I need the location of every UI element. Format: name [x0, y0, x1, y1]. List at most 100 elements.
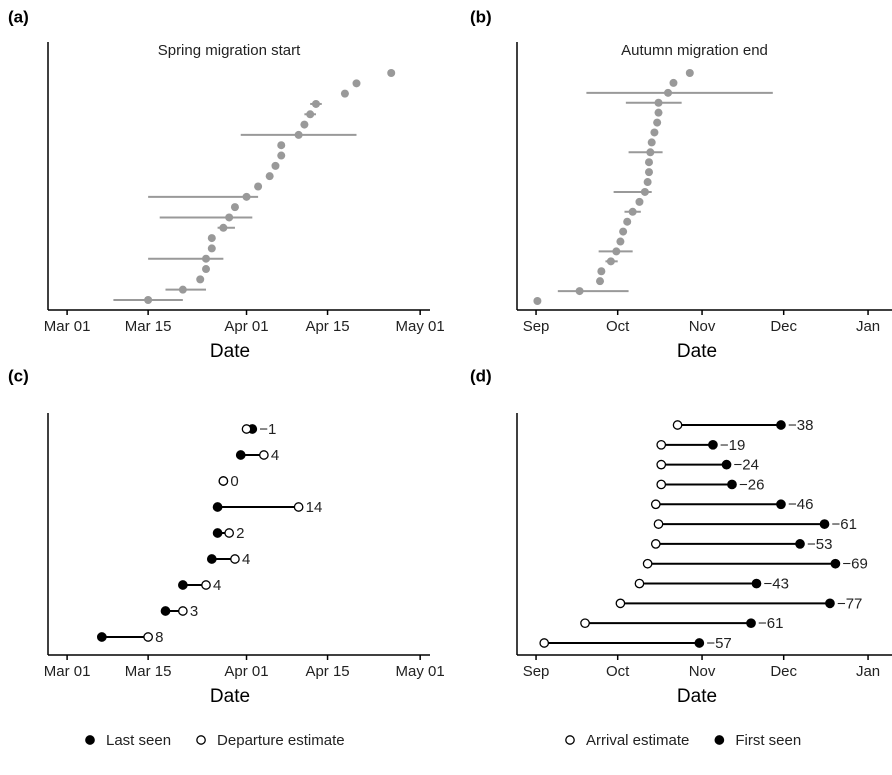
point — [650, 539, 661, 549]
point — [206, 554, 217, 564]
point — [352, 79, 361, 88]
point — [178, 580, 188, 590]
point — [653, 519, 664, 529]
value-label: −46 — [788, 496, 813, 513]
point — [230, 203, 239, 212]
x-tick-label: Apr 15 — [305, 663, 349, 680]
point — [306, 110, 315, 119]
x-tick-label: Dec — [770, 663, 797, 680]
point — [212, 502, 223, 512]
point — [647, 138, 656, 147]
x-tick-label: Dec — [770, 318, 797, 335]
point — [265, 172, 274, 181]
point — [196, 275, 205, 284]
point — [539, 638, 550, 648]
point — [219, 223, 228, 232]
point — [795, 539, 805, 549]
value-label: −57 — [706, 635, 731, 652]
point — [656, 479, 667, 490]
x-axis-label: Date — [210, 686, 250, 707]
point — [277, 141, 286, 150]
point — [612, 247, 621, 256]
point — [597, 267, 606, 276]
panel-label: (b) — [470, 7, 492, 26]
point — [830, 558, 841, 569]
value-label: 2 — [236, 525, 244, 542]
point — [653, 118, 662, 127]
x-tick-label: Nov — [689, 318, 716, 335]
point — [202, 265, 211, 274]
point — [300, 120, 309, 129]
point — [259, 450, 269, 460]
legend-label: First seen — [735, 732, 801, 749]
point — [650, 499, 661, 510]
point — [615, 598, 626, 609]
point — [654, 108, 663, 117]
point — [178, 285, 187, 294]
point — [207, 234, 216, 243]
point — [819, 519, 830, 529]
point — [311, 99, 320, 108]
point — [596, 277, 605, 286]
point — [218, 476, 229, 486]
x-tick-label: Jan — [856, 663, 880, 680]
point — [623, 217, 632, 226]
value-label: 4 — [213, 577, 221, 594]
x-tick-label: Mar 01 — [44, 318, 91, 335]
point — [178, 606, 188, 616]
point — [207, 244, 216, 253]
point — [721, 459, 732, 470]
value-label: −69 — [842, 556, 867, 573]
point — [606, 257, 615, 266]
point — [241, 424, 252, 434]
x-axis-label: Date — [677, 686, 717, 707]
point — [616, 237, 625, 246]
point — [235, 450, 246, 460]
value-label: −38 — [788, 417, 813, 434]
value-label: −61 — [758, 615, 783, 632]
chart-title: Autumn migration end — [621, 42, 768, 59]
x-axis-label: Date — [210, 341, 250, 362]
value-label: 14 — [306, 499, 323, 516]
x-tick-label: Nov — [689, 663, 716, 680]
point — [640, 187, 649, 196]
point — [694, 638, 705, 648]
legend-label: Departure estimate — [217, 732, 345, 749]
point — [619, 227, 628, 236]
point — [294, 130, 303, 139]
x-tick-label: Apr 01 — [224, 663, 268, 680]
value-label: 4 — [271, 447, 279, 464]
point — [776, 499, 786, 510]
point — [242, 192, 251, 201]
point — [727, 479, 737, 490]
value-label: 8 — [155, 629, 163, 646]
x-tick-label: Mar 15 — [125, 663, 172, 680]
point — [575, 287, 584, 296]
point — [656, 439, 667, 450]
point — [225, 213, 234, 222]
x-tick-label: Apr 15 — [305, 318, 349, 335]
point — [825, 598, 835, 609]
point — [664, 88, 673, 97]
point — [160, 606, 171, 616]
point — [202, 254, 211, 263]
point — [230, 554, 240, 564]
legend-marker — [714, 735, 725, 745]
legend-marker — [85, 735, 95, 745]
x-tick-label: Mar 01 — [44, 663, 91, 680]
point — [644, 158, 653, 167]
chart-title: Spring migration start — [158, 42, 301, 59]
point — [580, 618, 590, 629]
value-label: −24 — [734, 457, 759, 474]
value-label: −77 — [837, 595, 862, 612]
value-label: 3 — [190, 603, 198, 620]
x-tick-label: May 01 — [396, 663, 445, 680]
point — [669, 78, 678, 87]
x-tick-label: Apr 01 — [224, 318, 268, 335]
panel-label: (d) — [470, 366, 492, 385]
value-label: −43 — [763, 576, 788, 593]
point — [143, 632, 153, 642]
panel-label: (c) — [8, 366, 29, 385]
value-label: −53 — [807, 536, 832, 553]
